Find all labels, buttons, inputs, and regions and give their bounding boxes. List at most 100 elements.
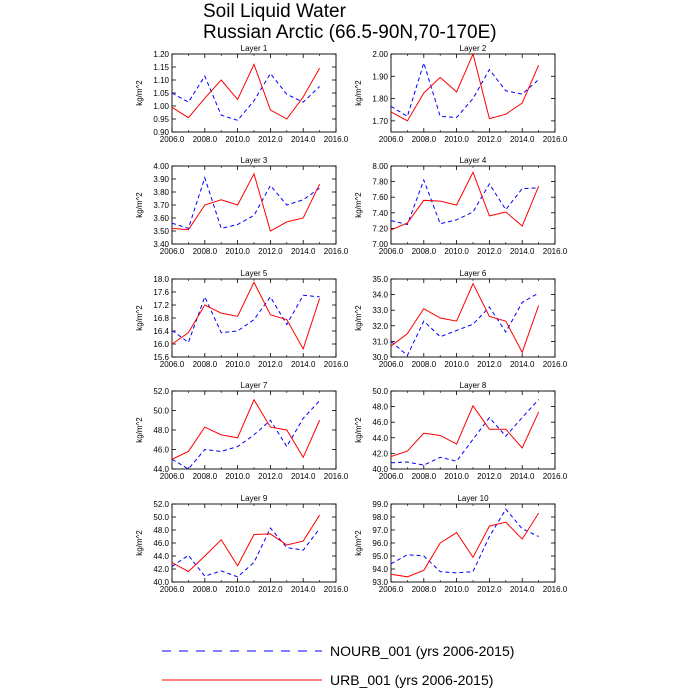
x-tick-label: 2016.0 <box>543 585 568 594</box>
series-line-nourb <box>390 292 539 357</box>
x-tick-label: 2006.0 <box>160 472 185 481</box>
x-tick-label: 2008.0 <box>412 247 437 256</box>
series-line-urb <box>390 404 540 457</box>
x-tick-label: 2006.0 <box>379 585 404 594</box>
panel-layer-3: Layer 3 2006.0 2008.0 2010.0 2012.0 2014.0 201… <box>135 156 349 256</box>
x-tick-label: 2014.0 <box>291 360 316 369</box>
y-tick-label: 95.0 <box>372 552 388 561</box>
series-line-nourb <box>390 508 539 574</box>
y-tick-label: 33.0 <box>372 306 388 315</box>
y-tick-label: 44.0 <box>153 465 169 474</box>
plot-frame <box>390 53 556 133</box>
series-line-nourb <box>171 400 320 470</box>
y-tick-label: 34.0 <box>372 291 388 300</box>
y-tick-label: 42.0 <box>153 565 169 574</box>
y-tick-label: 96.0 <box>372 539 388 548</box>
y-tick-label: 98.0 <box>372 513 388 522</box>
y-tick-label: 94.0 <box>372 565 388 574</box>
panel-title: Layer 7 <box>241 381 268 390</box>
x-tick-label: 2014.0 <box>510 360 535 369</box>
x-tick-label: 2012.0 <box>258 135 283 144</box>
y-tick-label: 18.0 <box>153 275 169 284</box>
panel-title: Layer 10 <box>457 494 489 503</box>
series-line-urb <box>390 512 540 578</box>
y-tick-label: 50.0 <box>372 387 388 396</box>
x-tick-label: 2014.0 <box>510 135 535 144</box>
series-line-urb <box>390 170 540 231</box>
x-tick-label: 2006.0 <box>379 472 404 481</box>
y-tick-label: 7.60 <box>372 193 388 202</box>
y-tick-label: 48.0 <box>153 526 169 535</box>
series-line-urb <box>171 281 321 351</box>
x-tick-label: 2006.0 <box>379 135 404 144</box>
x-tick-label: 2006.0 <box>379 247 404 256</box>
y-axis-label: kg/m^2 <box>354 80 363 106</box>
x-tick-label: 2008.0 <box>193 472 218 481</box>
y-axis-label: kg/m^2 <box>354 530 363 556</box>
y-tick-label: 44.0 <box>372 434 388 443</box>
x-tick-label: 2014.0 <box>291 585 316 594</box>
x-tick-label: 2012.0 <box>258 360 283 369</box>
y-tick-label: 46.0 <box>372 418 388 427</box>
panel-layer-2: Layer 2 2006.0 2008.0 2010.0 2012.0 2014.0 201… <box>354 44 568 144</box>
panels-grid: Layer 1 2006.0 2008.0 2010.0 2012.0 2014.0 201… <box>135 44 568 594</box>
series-line-nourb <box>171 72 320 121</box>
x-tick-label: 2012.0 <box>477 135 502 144</box>
x-tick-label: 2012.0 <box>477 585 502 594</box>
x-tick-label: 2010.0 <box>444 360 469 369</box>
y-tick-label: 42.0 <box>372 449 388 458</box>
x-tick-label: 2012.0 <box>258 472 283 481</box>
figure-title-line-2: Russian Arctic (66.5-90N,70-170E) <box>203 22 497 43</box>
x-tick-label: 2012.0 <box>477 360 502 369</box>
x-tick-label: 2010.0 <box>225 360 250 369</box>
y-tick-label: 2.00 <box>372 50 388 59</box>
y-axis-label: kg/m^2 <box>135 192 144 218</box>
y-tick-label: 1.15 <box>153 63 169 72</box>
y-tick-label: 52.0 <box>153 387 169 396</box>
y-tick-label: 46.0 <box>153 539 169 548</box>
x-tick-label: 2016.0 <box>543 135 568 144</box>
x-tick-label: 2016.0 <box>324 360 349 369</box>
x-tick-label: 2014.0 <box>510 585 535 594</box>
x-tick-label: 2008.0 <box>193 360 218 369</box>
y-tick-label: 7.00 <box>372 240 388 249</box>
panel-title: Layer 2 <box>460 44 487 53</box>
y-tick-label: 3.80 <box>153 188 169 197</box>
y-tick-label: 4.00 <box>153 162 169 171</box>
plot-frame <box>171 165 337 245</box>
legend-label-urb: URB_001 (yrs 2006-2015) <box>330 672 493 688</box>
x-tick-label: 2016.0 <box>543 360 568 369</box>
legend: NOURB_001 (yrs 2006-2015) URB_001 (yrs 2… <box>162 643 514 688</box>
panel-layer-8: Layer 8 2006.0 2008.0 2010.0 2012.0 2014.0 201… <box>354 381 568 481</box>
y-tick-label: 48.0 <box>372 403 388 412</box>
y-axis-label: kg/m^2 <box>135 80 144 106</box>
x-tick-label: 2014.0 <box>291 135 316 144</box>
y-tick-label: 97.0 <box>372 526 388 535</box>
x-tick-label: 2016.0 <box>543 472 568 481</box>
panel-layer-4: Layer 4 2006.0 2008.0 2010.0 2012.0 2014.0 201… <box>354 156 568 256</box>
plot-frame <box>171 390 337 470</box>
x-tick-label: 2014.0 <box>510 247 535 256</box>
x-tick-label: 2008.0 <box>193 585 218 594</box>
x-tick-label: 2016.0 <box>324 135 349 144</box>
y-tick-label: 17.6 <box>153 288 169 297</box>
panel-title: Layer 4 <box>460 156 487 165</box>
panel-layer-7: Layer 7 2006.0 2008.0 2010.0 2012.0 2014.0 201… <box>135 381 349 481</box>
y-tick-label: 32.0 <box>372 322 388 331</box>
panel-layer-9: Layer 9 2006.0 2008.0 2010.0 2012.0 2014.0 201… <box>135 494 349 594</box>
series-line-urb <box>171 63 321 120</box>
x-tick-label: 2008.0 <box>412 360 437 369</box>
y-tick-label: 16.4 <box>153 327 169 336</box>
plot-frame <box>390 503 556 583</box>
y-tick-label: 3.50 <box>153 227 169 236</box>
y-axis-label: kg/m^2 <box>135 417 144 443</box>
panel-title: Layer 6 <box>460 269 487 278</box>
x-tick-label: 2012.0 <box>258 585 283 594</box>
x-tick-label: 2016.0 <box>324 585 349 594</box>
x-tick-label: 2006.0 <box>160 135 185 144</box>
x-tick-label: 2010.0 <box>225 585 250 594</box>
y-tick-label: 1.90 <box>372 72 388 81</box>
panel-title: Layer 5 <box>241 269 268 278</box>
y-axis-label: kg/m^2 <box>354 417 363 443</box>
y-tick-label: 16.8 <box>153 314 169 323</box>
